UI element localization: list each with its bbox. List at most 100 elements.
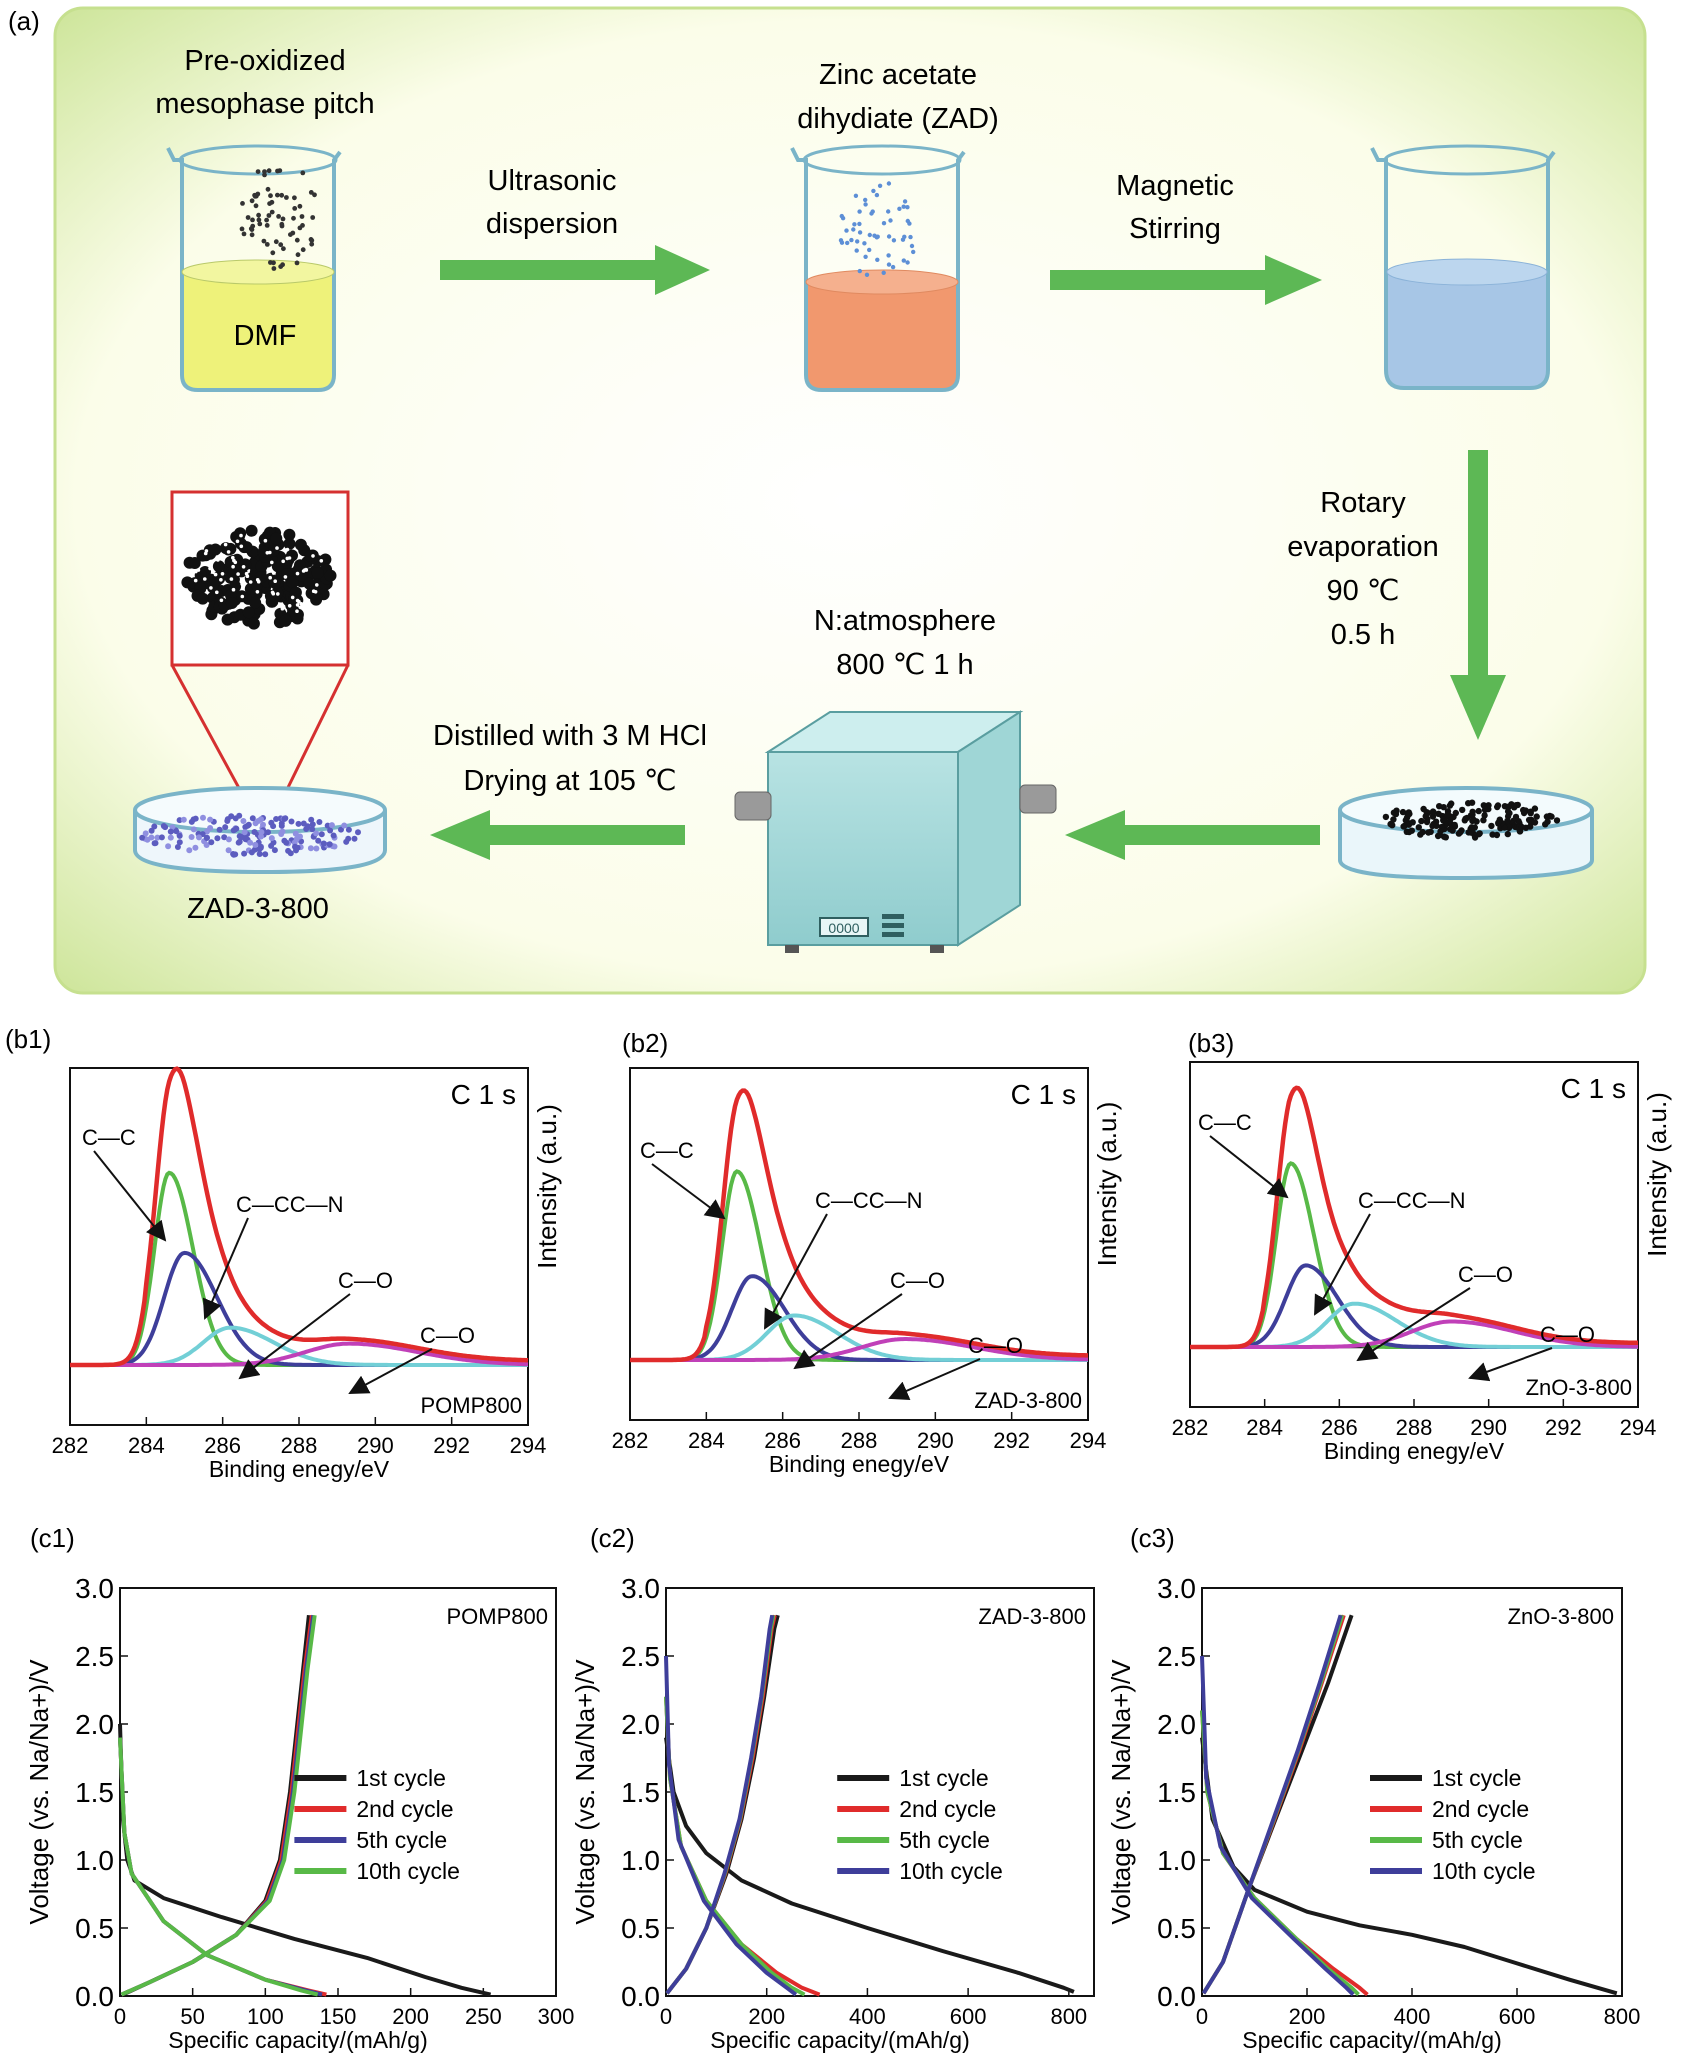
particle: [244, 822, 251, 829]
particle: [279, 828, 286, 835]
particle: [253, 203, 259, 209]
particle: [1468, 824, 1475, 831]
y-tick-label: 2.0: [75, 1709, 114, 1740]
particle: [268, 842, 275, 849]
particle: [139, 834, 146, 841]
x-tick-label: 400: [849, 2004, 886, 2029]
particle: [275, 192, 280, 198]
peak-label: C—O: [338, 1268, 393, 1293]
pore: [223, 542, 228, 547]
particle: [863, 202, 868, 207]
x-axis-title: Binding enegy/eV: [1324, 1438, 1505, 1464]
sample-label: ZAD-3-800: [974, 1388, 1082, 1413]
particle: [318, 831, 325, 838]
carbon-particle: [283, 537, 296, 550]
pore: [276, 592, 280, 596]
beaker-dmf: DMF: [166, 144, 342, 392]
y-tick-label: 2.5: [75, 1641, 114, 1672]
particle: [849, 237, 854, 243]
peak-leader: [1356, 1287, 1471, 1362]
particle: [300, 170, 306, 176]
gcd-chart-c1: (c1) 0 50 100 150 200 250 300 0.0 0.5 1.0 1.5 2.0 2.5…: [24, 1523, 574, 2053]
peak-leader: [1468, 1347, 1553, 1382]
x-tick-label: 284: [1246, 1415, 1283, 1440]
discharge-curve: [118, 1737, 319, 1997]
product-label: ZAD-3-800: [187, 893, 329, 925]
peak-label: C—CC—N: [1358, 1188, 1466, 1213]
spectrum-title: C 1 s: [1011, 1079, 1076, 1110]
carbon-particle: [196, 592, 209, 605]
particle: [190, 826, 197, 833]
particle: [1543, 813, 1551, 820]
particle: [1382, 813, 1390, 821]
carbon-particle: [250, 587, 263, 600]
x-tick-label: 282: [1172, 1415, 1209, 1440]
particle: [905, 218, 910, 224]
particle: [151, 840, 158, 847]
particle: [905, 205, 910, 210]
particle: [1512, 813, 1520, 821]
particle: [1437, 828, 1444, 835]
pore: [239, 533, 243, 538]
particle: [874, 192, 880, 198]
particle: [173, 828, 180, 835]
particle: [235, 839, 242, 846]
particle: [200, 814, 206, 821]
x-tick-label: 200: [392, 2004, 429, 2029]
wash-line1: Distilled with 3 M HCl: [433, 720, 707, 752]
particle: [273, 816, 280, 822]
particle: [265, 829, 271, 836]
particle: [1459, 806, 1466, 814]
particle: [1475, 807, 1482, 815]
particle: [269, 209, 275, 215]
particle: [316, 819, 323, 825]
pore: [193, 578, 198, 583]
carbon-particle: [279, 614, 292, 627]
peak-label: C—O: [890, 1268, 945, 1293]
particle: [855, 239, 860, 244]
particle: [241, 850, 248, 857]
y-tick-label: 0.0: [621, 1981, 660, 2012]
particle: [239, 226, 245, 232]
particle: [271, 266, 277, 271]
x-tick-label: 294: [1070, 1428, 1107, 1453]
particle: [188, 834, 195, 840]
panel-label: (c1): [30, 1523, 75, 1553]
carbon-particle: [242, 606, 255, 619]
particle: [1504, 817, 1511, 825]
x-tick-label: 292: [1545, 1415, 1582, 1440]
pore: [194, 569, 198, 574]
x-tick-label: 284: [688, 1428, 725, 1453]
peak-leader: [1209, 1135, 1289, 1199]
particle: [886, 234, 892, 239]
particle: [881, 270, 886, 275]
particle: [207, 816, 214, 823]
particle: [309, 826, 316, 833]
particle: [1481, 812, 1488, 819]
x-tick-label: 600: [950, 2004, 987, 2029]
magnetic-line2: Stirring: [1129, 213, 1221, 245]
y-tick-label: 0.0: [75, 1981, 114, 2012]
carbon-particle: [294, 538, 307, 551]
y-tick-label: 0.5: [1157, 1913, 1196, 1944]
legend-label: 1st cycle: [1432, 1765, 1521, 1791]
x-tick-label: 100: [247, 2004, 284, 2029]
particle: [839, 213, 844, 219]
peak-label: C—O: [968, 1333, 1023, 1358]
particle: [857, 230, 863, 235]
wash-line2: Drying at 105 ℃: [463, 765, 676, 797]
peak-label: C—O: [420, 1323, 475, 1348]
particle: [307, 845, 314, 852]
particle: [309, 241, 315, 247]
particle: [875, 257, 880, 262]
particle: [867, 247, 872, 253]
discharge-curve: [1200, 1737, 1618, 1996]
pore: [255, 590, 260, 594]
x-tick-label: 288: [841, 1428, 878, 1453]
particle: [154, 834, 161, 841]
particle: [1467, 829, 1475, 836]
particle: [292, 195, 297, 201]
pore: [248, 580, 253, 584]
y-tick-label: 3.0: [1157, 1573, 1196, 1604]
x-tick-label: 290: [357, 1433, 394, 1458]
